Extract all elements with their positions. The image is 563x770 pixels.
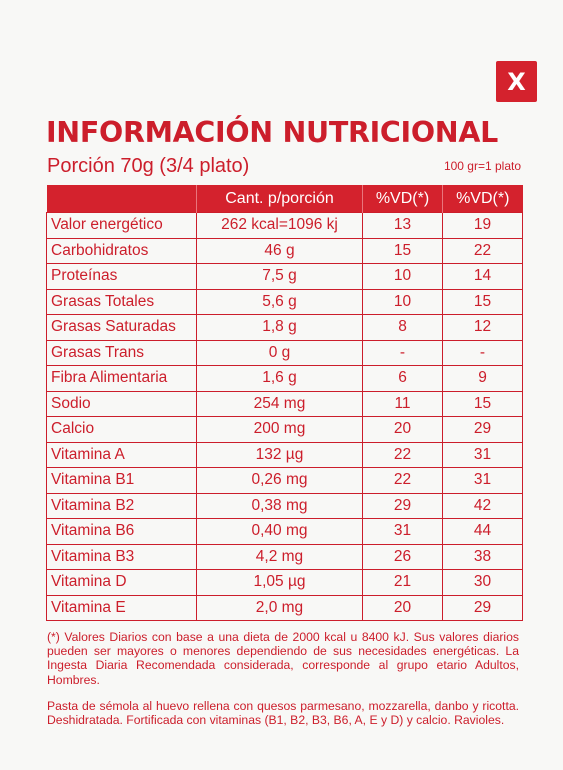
table-row: Vitamina B6 0,40 mg 31 44 xyxy=(46,518,523,545)
nutrient-name: Valor energético xyxy=(46,212,197,239)
dv-per-100g: 15 xyxy=(442,390,523,417)
table-row: Vitamina A 132 µg 22 31 xyxy=(46,441,523,468)
column-header-amount: Cant. p/porción xyxy=(196,185,363,213)
amount-per-portion: 46 g xyxy=(196,237,363,264)
dv-per-portion: 31 xyxy=(362,518,443,545)
dv-per-100g: 22 xyxy=(442,237,523,264)
nutrient-name: Carbohidratos xyxy=(46,237,197,264)
table-row: Vitamina E 2,0 mg 20 29 xyxy=(46,594,523,621)
nutrient-name: Vitamina B1 xyxy=(46,467,197,494)
table-header-row: Cant. p/porción %VD(*) %VD(*) xyxy=(46,185,523,213)
amount-per-portion: 0,40 mg xyxy=(196,518,363,545)
amount-per-portion: 254 mg xyxy=(196,390,363,417)
dv-per-100g: 31 xyxy=(442,467,523,494)
column-header-dv-100g: %VD(*) xyxy=(442,185,523,213)
nutrient-name: Fibra Alimentaria xyxy=(46,365,197,392)
portion-size: Porción 70g (3/4 plato) xyxy=(47,155,250,177)
daily-values-footnote: (*) Valores Diarios con base a una dieta… xyxy=(47,630,519,687)
close-button[interactable]: X xyxy=(496,61,537,102)
page-title: INFORMACIÓN NUTRICIONAL xyxy=(46,116,498,149)
nutrient-name: Proteínas xyxy=(46,263,197,290)
dv-per-portion: 21 xyxy=(362,569,443,596)
dv-per-portion: - xyxy=(362,339,443,366)
dv-per-portion: 29 xyxy=(362,492,443,519)
nutrient-name: Grasas Trans xyxy=(46,339,197,366)
table-row: Carbohidratos 46 g 15 22 xyxy=(46,237,523,264)
dv-per-portion: 20 xyxy=(362,594,443,621)
nutrition-table-body: Valor energético 262 kcal=1096 kj 13 19 Carb… xyxy=(46,212,523,621)
dv-per-portion: 10 xyxy=(362,288,443,315)
amount-per-portion: 5,6 g xyxy=(196,288,363,315)
nutrient-name: Sodio xyxy=(46,390,197,417)
dv-per-portion: 10 xyxy=(362,263,443,290)
amount-per-portion: 2,0 mg xyxy=(196,594,363,621)
dv-per-portion: 8 xyxy=(362,314,443,341)
nutrient-name: Grasas Totales xyxy=(46,288,197,315)
amount-per-portion: 262 kcal=1096 kj xyxy=(196,212,363,239)
dv-per-100g: 19 xyxy=(442,212,523,239)
dv-per-100g: 29 xyxy=(442,594,523,621)
amount-per-portion: 200 mg xyxy=(196,416,363,443)
dv-per-100g: 42 xyxy=(442,492,523,519)
amount-per-portion: 1,6 g xyxy=(196,365,363,392)
table-row: Grasas Saturadas 1,8 g 8 12 xyxy=(46,314,523,341)
product-description: Pasta de sémola al huevo rellena con que… xyxy=(47,699,519,728)
dv-per-100g: 15 xyxy=(442,288,523,315)
amount-per-portion: 7,5 g xyxy=(196,263,363,290)
dv-per-portion: 22 xyxy=(362,467,443,494)
amount-per-portion: 0 g xyxy=(196,339,363,366)
table-row: Calcio 200 mg 20 29 xyxy=(46,416,523,443)
dv-per-portion: 22 xyxy=(362,441,443,468)
close-icon: X xyxy=(507,67,526,96)
dv-per-portion: 15 xyxy=(362,237,443,264)
table-row: Proteínas 7,5 g 10 14 xyxy=(46,263,523,290)
dv-per-portion: 26 xyxy=(362,543,443,570)
amount-per-portion: 1,8 g xyxy=(196,314,363,341)
table-row: Valor energético 262 kcal=1096 kj 13 19 xyxy=(46,212,523,239)
table-row: Sodio 254 mg 11 15 xyxy=(46,390,523,417)
dv-per-100g: 44 xyxy=(442,518,523,545)
amount-per-portion: 1,05 µg xyxy=(196,569,363,596)
dv-per-100g: 30 xyxy=(442,569,523,596)
amount-per-portion: 0,38 mg xyxy=(196,492,363,519)
column-header-dv-portion: %VD(*) xyxy=(362,185,443,213)
dv-per-100g: 12 xyxy=(442,314,523,341)
dv-per-100g: 14 xyxy=(442,263,523,290)
table-row: Grasas Totales 5,6 g 10 15 xyxy=(46,288,523,315)
nutrient-name: Calcio xyxy=(46,416,197,443)
table-row: Grasas Trans 0 g-- xyxy=(46,339,523,366)
nutrient-name: Vitamina D xyxy=(46,569,197,596)
nutrient-name: Vitamina A xyxy=(46,441,197,468)
amount-per-portion: 0,26 mg xyxy=(196,467,363,494)
dv-per-100g: 9 xyxy=(442,365,523,392)
nutrient-name: Vitamina B3 xyxy=(46,543,197,570)
dv-per-portion: 11 xyxy=(362,390,443,417)
nutrient-name: Vitamina B6 xyxy=(46,518,197,545)
table-row: Vitamina B1 0,26 mg 22 31 xyxy=(46,467,523,494)
dv-per-portion: 20 xyxy=(362,416,443,443)
dv-per-portion: 6 xyxy=(362,365,443,392)
dv-per-portion: 13 xyxy=(362,212,443,239)
dv-per-100g: 31 xyxy=(442,441,523,468)
table-row: Vitamina D 1,05 µg 21 30 xyxy=(46,569,523,596)
amount-per-portion: 4,2 mg xyxy=(196,543,363,570)
dv-per-100g: - xyxy=(442,339,523,366)
table-row: Vitamina B3 4,2 mg 26 38 xyxy=(46,543,523,570)
table-row: Vitamina B2 0,38 mg 29 42 xyxy=(46,492,523,519)
column-header-nutrient xyxy=(46,185,197,213)
nutrition-table: Cant. p/porción %VD(*) %VD(*) Valor ener… xyxy=(46,185,523,621)
serving-note: 100 gr=1 plato xyxy=(443,159,521,173)
nutrient-name: Grasas Saturadas xyxy=(46,314,197,341)
dv-per-100g: 38 xyxy=(442,543,523,570)
nutrient-name: Vitamina E xyxy=(46,594,197,621)
amount-per-portion: 132 µg xyxy=(196,441,363,468)
dv-per-100g: 29 xyxy=(442,416,523,443)
nutrient-name: Vitamina B2 xyxy=(46,492,197,519)
